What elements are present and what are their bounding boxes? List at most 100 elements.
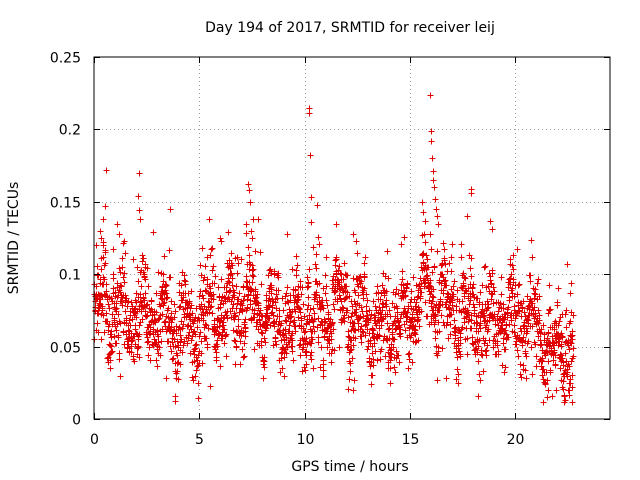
data-point [485,301,492,308]
data-point [135,193,142,200]
data-point [250,266,257,273]
data-point [331,289,338,296]
data-point [128,349,135,356]
data-point [403,284,410,291]
data-point [558,330,565,337]
data-point [474,295,481,302]
data-point [297,278,304,285]
data-point [406,350,413,357]
data-point [249,235,256,242]
data-point [109,348,116,355]
data-point [490,344,497,351]
data-point [171,301,178,308]
data-point [337,270,344,277]
data-point [471,307,478,314]
data-point [544,349,551,356]
data-point [275,274,282,281]
data-point [355,292,362,299]
data-point [136,322,143,329]
data-point [399,276,406,283]
data-point [156,344,163,351]
data-point [235,316,242,323]
data-point [188,302,195,309]
data-point [350,387,357,394]
data-point [307,152,314,159]
data-point [143,313,150,320]
data-point [98,336,105,343]
data-point [532,291,539,298]
data-point [529,371,536,378]
data-point [110,246,117,253]
data-point [483,322,490,329]
y-tick-label: 0.05 [50,341,81,357]
data-point [567,290,574,297]
data-point [502,364,509,371]
data-point [320,357,327,364]
data-point [347,347,354,354]
data-point [189,310,196,317]
data-point [116,265,123,272]
data-point [547,367,554,374]
data-point [414,294,421,301]
data-point [122,250,129,257]
data-point [429,155,436,162]
data-point [129,316,136,323]
data-point [128,343,135,350]
data-point [391,364,398,371]
y-tick-label: 0.15 [50,196,81,212]
data-point [180,321,187,328]
data-point [313,265,320,272]
data-point [98,235,105,242]
data-point [99,307,106,314]
data-point [109,311,116,318]
data-point [522,350,529,357]
data-point [523,353,530,360]
data-point [161,299,168,306]
data-point [322,272,329,279]
data-point [422,299,429,306]
data-point [491,288,498,295]
data-point [294,262,301,269]
data-point [379,282,386,289]
data-point [325,309,332,316]
data-point [113,300,120,307]
data-point [514,347,521,354]
data-point [145,338,152,345]
data-point [192,373,199,380]
data-point [174,352,181,359]
data-point [135,278,142,285]
data-point [353,238,360,245]
data-point [461,319,468,326]
data-point [177,339,184,346]
data-point [248,228,255,235]
data-point [323,283,330,290]
data-point [507,275,514,282]
data-point [263,292,270,299]
data-point [113,340,120,347]
data-point [511,329,518,336]
data-point [430,294,437,301]
data-point [377,356,384,363]
data-point [157,303,164,310]
data-point [570,353,577,360]
data-point [210,291,217,298]
data-point [202,321,209,328]
data-point [329,277,336,284]
data-point [379,307,386,314]
data-point [554,299,561,306]
data-point [552,352,559,359]
data-point [547,306,554,313]
data-point [163,282,170,289]
data-point [187,305,194,312]
data-point [186,311,193,318]
data-point [155,316,162,323]
data-point [519,339,526,346]
data-point [518,374,525,381]
x-axis-tick-labels: 0 5 10 15 20 [90,432,524,448]
data-point [255,216,262,223]
data-point [323,254,330,261]
data-point [522,367,529,374]
data-point [566,346,573,353]
data-point [354,250,361,257]
data-point [370,356,377,363]
